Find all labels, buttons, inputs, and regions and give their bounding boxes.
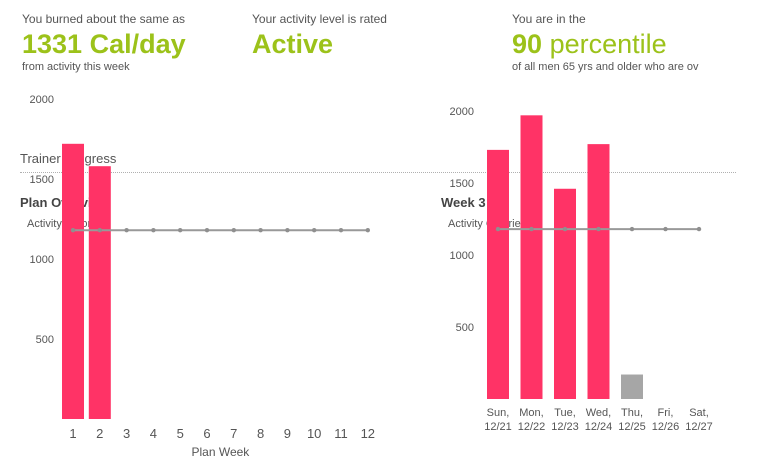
activity-level-rating: Active bbox=[252, 29, 334, 59]
x-tick-label: Sun, bbox=[487, 407, 510, 419]
stat-level-intro: Your activity level is rated bbox=[252, 12, 387, 26]
bar bbox=[554, 188, 576, 399]
target-point bbox=[338, 228, 344, 233]
x-tick-label: 12/24 bbox=[585, 421, 613, 433]
x-tick-label: 9 bbox=[284, 426, 291, 441]
week-chart-title: Week 3 bbox=[441, 195, 486, 210]
target-point bbox=[151, 228, 156, 233]
stat-activity-level: Your activity level is rated Active bbox=[252, 12, 387, 60]
percentile-number: 90 bbox=[512, 29, 543, 59]
target-point bbox=[596, 226, 601, 232]
x-tick-label: 10 bbox=[307, 426, 321, 441]
x-tick-label: 5 bbox=[177, 426, 184, 441]
bar bbox=[621, 374, 643, 399]
y-tick-label: 500 bbox=[456, 322, 474, 334]
x-axis-label: Plan Week bbox=[191, 445, 250, 459]
target-point bbox=[124, 228, 129, 233]
stat-calories: You burned about the same as 1331 Cal/da… bbox=[22, 12, 186, 73]
x-tick-label: 1 bbox=[69, 426, 76, 441]
x-tick-label: Mon, bbox=[519, 407, 543, 419]
calories-number: 1331 bbox=[22, 29, 83, 59]
y-tick-label: 1000 bbox=[450, 250, 474, 262]
x-tick-label: 12/27 bbox=[685, 421, 713, 433]
stat-percentile-intro: You are in the bbox=[512, 12, 586, 26]
x-tick-label: 12/22 bbox=[518, 421, 546, 433]
x-tick-label: 12 bbox=[361, 426, 375, 441]
target-point bbox=[97, 228, 103, 233]
x-tick-label: Wed, bbox=[586, 407, 611, 419]
x-tick-label: 7 bbox=[230, 426, 237, 441]
bar bbox=[88, 166, 111, 419]
x-tick-label: 12/21 bbox=[484, 421, 512, 433]
stat-calories-value: 1331 Cal/day bbox=[22, 28, 186, 60]
target-point bbox=[204, 228, 210, 233]
x-tick-label: Thu, bbox=[621, 407, 643, 419]
x-tick-label: 6 bbox=[203, 426, 210, 441]
stat-percentile-outro: of all men 65 yrs and older who are ov bbox=[512, 61, 699, 73]
section-divider bbox=[20, 172, 736, 173]
y-tick-label: 2000 bbox=[450, 106, 474, 118]
x-tick-label: Fri, bbox=[658, 407, 674, 419]
bar bbox=[62, 143, 84, 420]
target-point bbox=[562, 226, 568, 232]
x-tick-label: Tue, bbox=[554, 407, 576, 419]
stat-calories-outro: from activity this week bbox=[22, 61, 130, 73]
target-point bbox=[285, 228, 290, 233]
target-point bbox=[696, 226, 702, 232]
bar bbox=[587, 144, 610, 399]
y-tick-label: 1500 bbox=[450, 178, 474, 190]
stat-calories-intro: You burned about the same as bbox=[22, 12, 186, 26]
target-point bbox=[312, 228, 317, 233]
target-point bbox=[365, 228, 370, 233]
calories-unit: Cal/day bbox=[89, 29, 186, 59]
stat-percentile-value: 90 percentile bbox=[512, 28, 748, 60]
y-tick-label: 2000 bbox=[30, 94, 54, 106]
target-point bbox=[629, 226, 635, 232]
target-point bbox=[70, 228, 76, 233]
x-tick-label: 12/23 bbox=[551, 421, 579, 433]
x-tick-label: 12/25 bbox=[618, 421, 646, 433]
target-point bbox=[258, 228, 263, 233]
target-point bbox=[529, 226, 534, 232]
target-point bbox=[178, 228, 183, 233]
percentile-unit: percentile bbox=[549, 29, 667, 59]
x-tick-label: 11 bbox=[334, 426, 348, 441]
target-point bbox=[663, 226, 668, 232]
stat-percentile: You are in the 90 percentile of all men … bbox=[512, 12, 748, 73]
target-point bbox=[495, 226, 501, 232]
x-tick-label: 4 bbox=[150, 426, 157, 441]
x-tick-label: 12/26 bbox=[652, 421, 680, 433]
x-tick-label: 2 bbox=[96, 426, 103, 441]
stat-level-value: Active bbox=[252, 28, 387, 60]
x-tick-label: 3 bbox=[123, 426, 130, 441]
bar bbox=[487, 149, 509, 399]
target-point bbox=[231, 228, 236, 233]
y-tick-label: 1500 bbox=[30, 174, 54, 186]
x-tick-label: Sat, bbox=[689, 407, 709, 419]
x-tick-label: 8 bbox=[257, 426, 264, 441]
bar bbox=[520, 115, 543, 399]
y-tick-label: 1000 bbox=[30, 254, 54, 266]
y-tick-label: 500 bbox=[36, 334, 54, 346]
